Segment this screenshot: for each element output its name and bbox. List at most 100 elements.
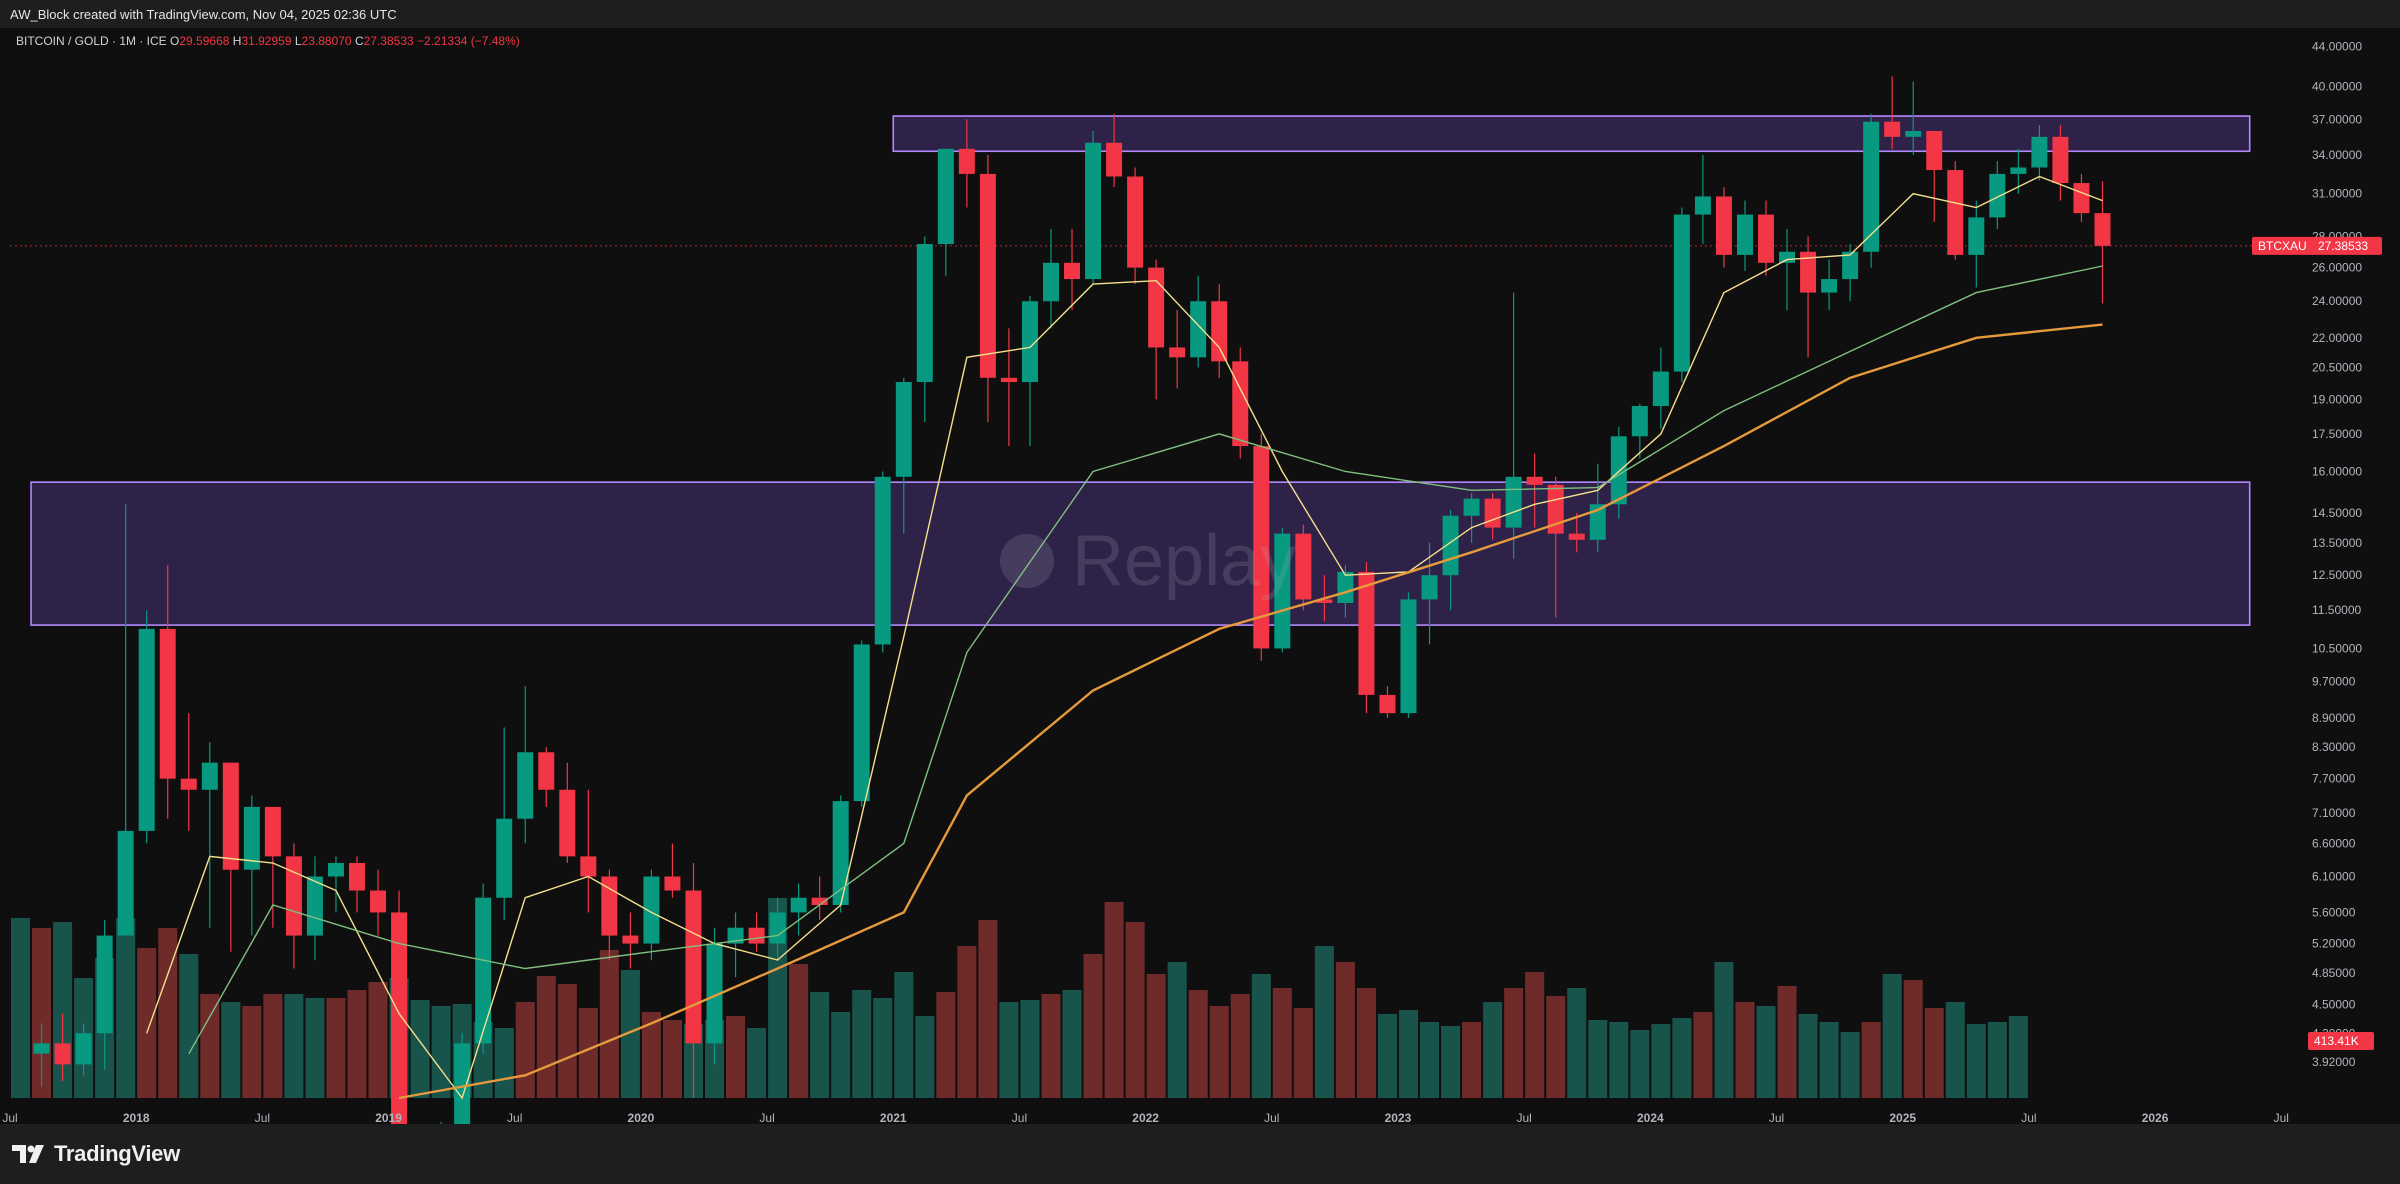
candle-body (685, 890, 702, 1044)
x-tick-label: Jul (1264, 1111, 1279, 1124)
y-tick-label: 8.30000 (2312, 740, 2356, 754)
volume-bar (1188, 990, 1208, 1098)
candle-body (1926, 130, 1943, 171)
y-tick-label: 5.20000 (2312, 937, 2356, 951)
y-tick-label: 8.90000 (2312, 711, 2356, 725)
volume-bar (494, 1028, 514, 1098)
volume-bar (768, 898, 788, 1098)
candle-body (1169, 347, 1186, 358)
candle-body (180, 778, 197, 790)
x-tick-label: 2020 (628, 1111, 655, 1124)
candle-body (33, 1043, 50, 1054)
candle-body (2010, 167, 2027, 174)
y-tick-label: 26.00000 (2312, 261, 2362, 275)
volume-bar (1041, 994, 1061, 1098)
candle-body (748, 927, 765, 944)
candle-body (1758, 214, 1774, 263)
x-tick-label: 2025 (1889, 1111, 1916, 1124)
tradingview-logo[interactable]: TradingView (12, 1141, 180, 1167)
volume-bar (1104, 902, 1124, 1098)
price-chart[interactable]: 44.00000 40.00000 37.00000 34.00000 31.00000… (0, 28, 2400, 1124)
candle-body (1000, 377, 1017, 383)
candle-body (1947, 170, 1964, 255)
volume-bar (620, 970, 640, 1098)
volume-bar (1882, 974, 1902, 1098)
y-tick-label: 40.00000 (2312, 80, 2362, 94)
volume-bar (1483, 1002, 1503, 1098)
x-tick-label: Jul (2274, 1111, 2289, 1124)
candle-body (201, 762, 218, 790)
candle-body (580, 856, 597, 877)
candle-body (243, 806, 260, 870)
volume-bar (1146, 974, 1166, 1098)
volume-bar (1924, 1008, 1944, 1098)
candle-body (306, 876, 323, 936)
low-value: 23.88070 (301, 34, 352, 48)
candle-body (54, 1043, 71, 1065)
volume-bar (641, 1012, 661, 1098)
candle-body (1379, 694, 1396, 714)
volume-tag-bg (2308, 1032, 2374, 1050)
volume-bar (873, 998, 893, 1098)
y-tick-label: 17.50000 (2312, 427, 2362, 441)
open-value: 29.59668 (179, 34, 230, 48)
volume-bar (578, 1008, 598, 1098)
candle-body (454, 1043, 471, 1124)
volume-bar (1840, 1032, 1860, 1098)
candle-body (1064, 262, 1081, 280)
volume-bar (599, 950, 619, 1098)
tradingview-logo-text: TradingView (54, 1141, 180, 1166)
high-value: 31.92959 (241, 34, 292, 48)
candle-body (895, 382, 912, 477)
volume-bar (1062, 990, 1082, 1098)
candle-body (706, 943, 723, 1044)
volume-bar (957, 946, 977, 1098)
candle-body (1085, 142, 1102, 280)
candle-body (832, 801, 849, 906)
candle-body (517, 752, 534, 819)
volume-bar (1714, 962, 1734, 1098)
y-tick-label: 3.92000 (2312, 1055, 2356, 1069)
candle-body (370, 890, 387, 913)
candle-body (1358, 571, 1375, 695)
candle-body (1842, 251, 1859, 280)
candle-body (1274, 533, 1291, 649)
candle-body (916, 244, 933, 383)
ma-line-fast (146, 175, 2103, 1100)
volume-bar (158, 928, 178, 1098)
y-tick-label: 12.50000 (2312, 568, 2362, 582)
y-tick-label: 7.70000 (2312, 772, 2356, 786)
candle-body (1800, 251, 1817, 293)
y-tick-label: 9.70000 (2312, 675, 2356, 689)
volume-bar (1020, 1000, 1040, 1098)
ma-line-slow (398, 323, 2103, 1100)
volume-bar (200, 994, 220, 1098)
candle-body (1337, 571, 1354, 603)
candle-body (285, 856, 302, 936)
volume-bar (1546, 996, 1566, 1098)
volume-bar (1777, 986, 1797, 1098)
volume-bar (1735, 1002, 1755, 1098)
volume-bar (726, 1016, 746, 1098)
candle-body (2052, 136, 2069, 184)
volume-bar (1293, 1008, 1313, 1098)
y-tick-label: 34.00000 (2312, 148, 2362, 162)
y-tick-label: 44.00000 (2312, 40, 2362, 54)
y-tick-label: 7.10000 (2312, 806, 2356, 820)
mid-range-zone (30, 481, 2251, 626)
x-tick-label: 2022 (1132, 1111, 1159, 1124)
price-axis-bg (2302, 28, 2400, 1124)
candle-body (1232, 361, 1249, 447)
candle-body (2031, 136, 2048, 168)
candle-body (1589, 504, 1606, 540)
volume-bar (536, 976, 556, 1098)
volume-bar (1672, 1018, 1692, 1098)
low-label: L (294, 34, 302, 48)
candle-body (1211, 301, 1228, 362)
volume-bar (1567, 988, 1587, 1098)
volume-bar (747, 1028, 767, 1098)
y-tick-label: 4.50000 (2312, 997, 2356, 1011)
volume-bar (1272, 988, 1292, 1098)
volume-bar (368, 982, 388, 1098)
volume-bar (978, 920, 998, 1098)
